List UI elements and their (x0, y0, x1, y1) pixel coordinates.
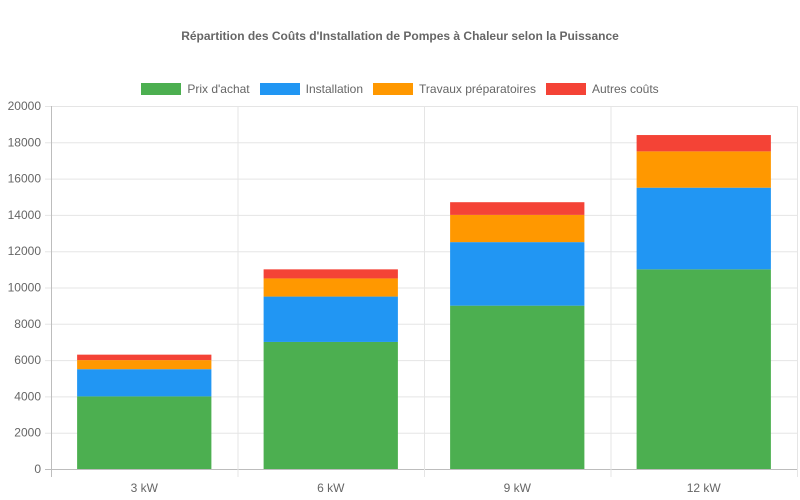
legend-item-autres-couts[interactable]: Autres coûts (545, 82, 659, 96)
bar-segment (263, 296, 398, 342)
legend-label-prix-achat: Prix d'achat (187, 82, 250, 96)
legend-item-installation[interactable]: Installation (259, 82, 364, 96)
x-tick-label: 6 kW (317, 481, 345, 495)
bar-segment (77, 360, 212, 370)
bar-segment (450, 305, 585, 469)
legend-swatch-prix-achat (141, 83, 182, 95)
bar-segment (77, 396, 212, 469)
legend-label-autres-couts: Autres coûts (591, 82, 659, 96)
legend: Prix d'achat Installation Travaux prépar… (0, 82, 800, 96)
legend-swatch-installation (259, 83, 300, 95)
bar-segment (636, 187, 771, 270)
y-tick-label: 4000 (14, 389, 41, 403)
legend-swatch-autres-couts (545, 83, 586, 95)
y-tick-label: 20000 (8, 99, 42, 113)
y-tick-label: 2000 (14, 426, 41, 440)
legend-label-travaux: Travaux préparatoires (419, 82, 536, 96)
legend-swatch-travaux (373, 83, 414, 95)
bar-segment (263, 341, 398, 469)
x-tick-label: 3 kW (131, 481, 159, 495)
y-tick-label: 18000 (8, 135, 42, 149)
bar-segment (77, 369, 212, 397)
legend-label-installation: Installation (305, 82, 364, 96)
legend-item-prix-achat[interactable]: Prix d'achat (141, 82, 250, 96)
bar-segment (77, 354, 212, 361)
bar-segment (450, 214, 585, 243)
bar-segment (636, 269, 771, 469)
bar-segment (450, 202, 585, 215)
bar-segment (636, 151, 771, 188)
x-tick-label: 9 kW (504, 481, 532, 495)
chart-title: Répartition des Coûts d'Installation de … (181, 29, 619, 43)
bar-segment (263, 269, 398, 279)
y-tick-label: 8000 (14, 317, 41, 331)
legend-item-travaux[interactable]: Travaux préparatoires (373, 82, 536, 96)
y-tick-label: 10000 (8, 281, 42, 295)
y-tick-label: 14000 (8, 208, 42, 222)
y-tick-label: 12000 (8, 244, 42, 258)
y-tick-label: 16000 (8, 172, 42, 186)
bar-segment (450, 242, 585, 306)
bar-segment (263, 278, 398, 297)
y-tick-label: 6000 (14, 353, 41, 367)
y-tick-label: 0 (34, 462, 41, 476)
bar-segment (636, 135, 771, 152)
x-tick-label: 12 kW (687, 481, 722, 495)
